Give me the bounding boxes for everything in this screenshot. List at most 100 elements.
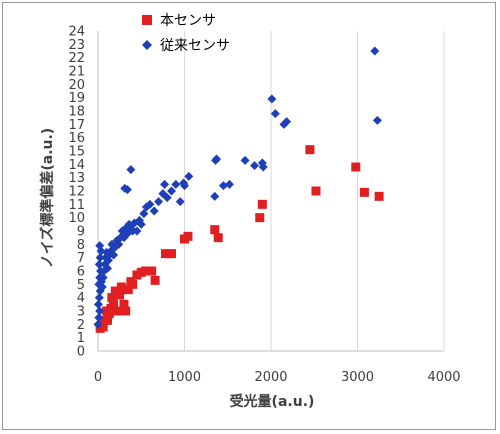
- data-point-series-2-15: [98, 273, 108, 283]
- legend-marker-従来センサ: [142, 40, 152, 50]
- data-point-series-2-48: [167, 186, 177, 196]
- y-tick-label-9: 9: [77, 225, 85, 240]
- data-point-series-2-12: [95, 241, 105, 251]
- legend-label-series-1: 本センサ: [160, 13, 216, 29]
- data-point-series-2-9: [94, 259, 104, 269]
- y-tick-label-2: 2: [77, 318, 85, 333]
- data-point-series-2-38: [132, 226, 142, 236]
- y-tick-label-1: 1: [77, 331, 85, 346]
- data-point-series-2-58: [250, 161, 260, 171]
- y-tick-label-23: 23: [68, 38, 85, 53]
- data-point-series-1-11: [112, 306, 122, 316]
- data-point-series-2-69: [126, 165, 136, 175]
- data-point-series-1-32: [305, 145, 315, 155]
- y-tick-label-20: 20: [68, 78, 85, 93]
- data-point-series-1-21: [141, 266, 151, 276]
- y-tick-label-4: 4: [77, 291, 85, 306]
- data-point-series-2-10: [95, 253, 105, 263]
- y-axis-title: ノイズ標準偏差(a.u.): [39, 128, 56, 268]
- data-point-series-2-25: [109, 250, 119, 260]
- x-tick-label-2000: 2000: [254, 370, 287, 385]
- y-tick-label-24: 24: [68, 25, 85, 40]
- data-point-series-2-64: [282, 117, 292, 127]
- data-point-series-1-29: [213, 233, 223, 243]
- y-tick-label-13: 13: [68, 171, 85, 186]
- data-point-series-1-16: [123, 285, 133, 295]
- data-point-series-2-40: [136, 219, 146, 229]
- y-tick-label-7: 7: [77, 251, 85, 266]
- x-tick-labels: 0 1000 2000 3000 4000: [94, 370, 461, 385]
- data-point-series-1-5: [103, 315, 113, 325]
- data-point-series-2-4: [94, 293, 104, 303]
- y-tick-label-6: 6: [77, 265, 85, 280]
- y-tick-label-3: 3: [77, 305, 85, 320]
- y-tick-label-18: 18: [68, 105, 85, 120]
- data-point-series-2-49: [171, 179, 181, 189]
- data-point-series-1-9: [109, 299, 119, 309]
- data-point-series-2-50: [175, 197, 185, 207]
- x-tick-label-0: 0: [94, 370, 102, 385]
- data-point-series-1-35: [359, 187, 369, 197]
- data-point-series-2-60: [258, 162, 268, 172]
- data-point-series-2-2: [95, 306, 105, 316]
- x-axis-title: 受光量(a.u.): [230, 393, 315, 410]
- data-point-series-1-36: [374, 191, 384, 201]
- data-point-series-1-22: [147, 266, 157, 276]
- data-point-series-2-68: [120, 183, 130, 193]
- data-point-series-2-57: [240, 155, 250, 165]
- chart-frame: [2, 2, 496, 430]
- y-tick-label-17: 17: [68, 118, 85, 133]
- y-tick-label-8: 8: [77, 238, 85, 253]
- data-point-series-2-1: [94, 313, 104, 323]
- data-point-series-1-18: [128, 279, 138, 289]
- data-point-series-2-47: [162, 193, 172, 203]
- data-point-series-1-13: [116, 282, 126, 292]
- series-1-points: [95, 145, 384, 333]
- y-tick-label-11: 11: [68, 198, 85, 213]
- data-point-series-1-14: [119, 299, 129, 309]
- data-point-series-2-52: [184, 171, 194, 181]
- legend-marker-本センサ: [142, 15, 152, 25]
- data-point-series-2-44: [149, 206, 159, 216]
- data-point-series-1-15: [121, 306, 131, 316]
- data-point-series-2-53: [218, 181, 228, 191]
- data-point-series-2-45: [154, 197, 164, 207]
- y-tick-label-0: 0: [77, 345, 85, 360]
- data-point-series-2-14: [97, 282, 107, 292]
- data-point-series-2-43: [145, 199, 155, 209]
- data-point-series-2-70: [160, 179, 170, 189]
- y-tick-label-12: 12: [68, 185, 85, 200]
- data-point-series-2-28: [114, 239, 124, 249]
- x-tick-label-3000: 3000: [341, 370, 374, 385]
- y-tick-label-10: 10: [68, 211, 85, 226]
- data-point-series-2-65: [370, 46, 380, 56]
- data-point-series-2-3: [93, 299, 103, 309]
- data-point-series-1-31: [257, 199, 267, 209]
- data-point-series-2-56: [212, 154, 222, 164]
- data-point-series-2-20: [103, 263, 113, 273]
- data-point-series-2-66: [372, 115, 382, 125]
- series-2-points: [93, 46, 382, 329]
- y-tick-label-22: 22: [68, 51, 85, 66]
- data-point-series-2-62: [270, 109, 280, 119]
- data-point-series-2-41: [139, 209, 149, 219]
- data-point-series-1-24: [160, 249, 170, 259]
- y-tick-label-16: 16: [68, 131, 85, 146]
- data-point-series-1-2: [98, 322, 108, 332]
- data-point-series-1-27: [183, 231, 193, 241]
- data-point-series-2-0: [93, 319, 103, 329]
- data-points: [93, 46, 384, 333]
- grid-lines: [184, 31, 445, 351]
- data-point-series-1-25: [167, 249, 177, 259]
- data-point-series-1-28: [210, 225, 220, 235]
- x-tick-label-4000: 4000: [427, 370, 460, 385]
- data-point-series-1-34: [351, 162, 361, 172]
- data-point-series-2-71: [179, 178, 189, 188]
- data-point-series-1-33: [311, 186, 321, 196]
- y-tick-label-14: 14: [68, 158, 85, 173]
- x-tick-label-1000: 1000: [168, 370, 201, 385]
- data-point-series-1-6: [104, 309, 114, 319]
- y-tick-label-21: 21: [68, 65, 85, 80]
